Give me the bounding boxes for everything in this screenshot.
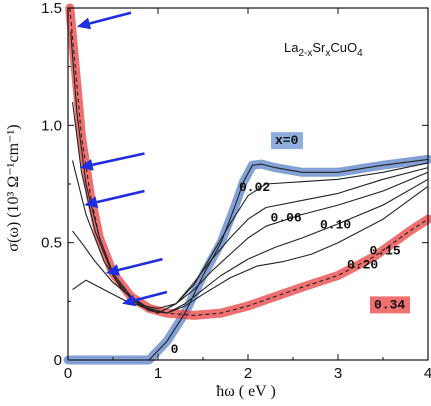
- arrow-shaft-4: [134, 290, 168, 302]
- series-label-3: 0.10: [320, 218, 351, 233]
- arrow-head-0: [77, 17, 92, 30]
- formula-sub: 2-x: [298, 48, 312, 59]
- y-tick-label-3: 1.5: [41, 0, 62, 17]
- x-tick-label-4: 4: [424, 365, 431, 382]
- arrow-shaft-2: [96, 189, 145, 204]
- series-label-2: 0.06: [271, 211, 302, 226]
- arrow-head-4: [122, 294, 137, 307]
- series-line-5: [70, 31, 429, 314]
- x-tick-label-3: 3: [334, 365, 342, 382]
- series-label-4: 0.15: [370, 243, 401, 258]
- series-label-6: 0.34: [374, 297, 405, 312]
- series-line-0: [68, 158, 429, 361]
- formula-part: La: [284, 40, 299, 55]
- series-label-7: 0: [171, 342, 179, 357]
- series-line-1: [72, 162, 429, 309]
- formula-sub: x: [325, 48, 330, 59]
- formula-part: CuO: [330, 40, 357, 55]
- label-box-0: [271, 132, 303, 150]
- series-line-4: [71, 101, 429, 314]
- arrow-head-1: [79, 158, 94, 171]
- arrow-head-3: [105, 264, 120, 276]
- series-label-0: x=0: [275, 133, 299, 148]
- formula-part: Sr: [312, 40, 326, 55]
- y-axis-label: σ(ω) (10³ Ω⁻¹cm⁻¹): [5, 124, 22, 251]
- arrow-shaft-1: [92, 152, 145, 167]
- y-tick-label-2: 1.0: [41, 117, 62, 134]
- formula-sub: 4: [357, 48, 363, 59]
- compound-formula: La2-xSrxCuO4: [284, 40, 363, 59]
- plot-layer: 0 1 2 3 400.51.01.5x=00.020.06 0.100.150.200.…: [41, 0, 431, 382]
- series-line-6: [69, 7, 429, 316]
- x-tick-label-2: 2: [244, 365, 252, 382]
- series-line-2: [72, 167, 429, 314]
- x-axis-label: ħω ( eV ): [216, 383, 276, 400]
- y-tick-label-0: 0: [54, 352, 62, 369]
- arrow-head-2: [84, 196, 99, 209]
- y-tick-label-1: 0.5: [41, 235, 62, 252]
- series-label-1: 0.02: [239, 180, 270, 195]
- label-box-6: [370, 296, 410, 314]
- arrow-shaft-3: [118, 257, 163, 272]
- x-tick-label-1: 1: [154, 365, 162, 382]
- x-tick-label-0: 0: [64, 365, 72, 382]
- series-label-5: 0.20: [347, 257, 378, 272]
- arrow-shaft-0: [89, 11, 132, 25]
